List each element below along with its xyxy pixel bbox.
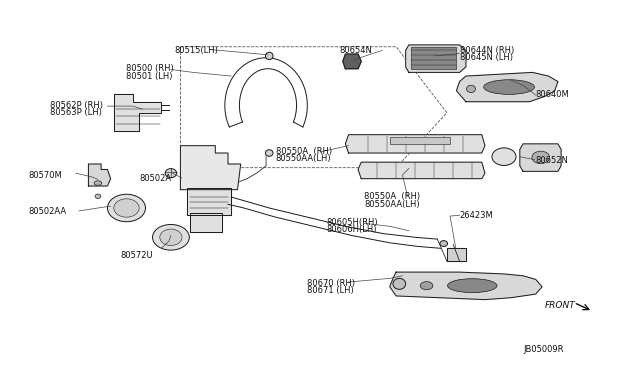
Text: 80515(LH): 80515(LH) [174,46,218,55]
Text: 80563P (LH): 80563P (LH) [51,108,102,117]
Ellipse shape [160,229,182,246]
Polygon shape [180,146,241,190]
Text: 80500 (RH): 80500 (RH) [127,64,174,73]
Polygon shape [88,164,111,186]
Polygon shape [390,272,542,299]
Polygon shape [520,144,561,171]
Text: 80644N (RH): 80644N (RH) [460,46,514,55]
Ellipse shape [152,224,189,250]
Ellipse shape [393,278,406,289]
Polygon shape [358,162,485,179]
Ellipse shape [94,181,102,185]
Ellipse shape [114,199,139,217]
Text: 80606H(LH): 80606H(LH) [326,225,377,234]
Text: 80645N (LH): 80645N (LH) [460,53,513,62]
Ellipse shape [447,279,497,293]
Polygon shape [447,248,466,261]
Polygon shape [343,54,361,69]
Text: 80605H(RH): 80605H(RH) [326,218,378,227]
Text: 80670 (RH): 80670 (RH) [307,279,355,288]
Ellipse shape [484,80,534,94]
Ellipse shape [532,151,550,164]
Text: 80550A  (RH): 80550A (RH) [276,147,332,156]
Polygon shape [190,214,221,232]
Bar [390,137,450,144]
Text: 80570M: 80570M [28,170,62,180]
Text: JB05009R: JB05009R [523,344,564,353]
Text: 80502AA: 80502AA [28,207,67,216]
Polygon shape [406,45,466,73]
Text: 80640M: 80640M [536,90,570,99]
Text: 80550AA(LH): 80550AA(LH) [364,200,420,209]
Ellipse shape [440,241,447,247]
Ellipse shape [266,52,273,60]
Text: 80572U: 80572U [120,251,153,260]
Text: 80652N: 80652N [536,156,568,165]
Ellipse shape [492,148,516,166]
Text: 80502A: 80502A [139,174,172,183]
Ellipse shape [420,282,433,290]
Text: 80562P (RH): 80562P (RH) [51,101,104,110]
Ellipse shape [95,194,100,198]
Text: FRONT: FRONT [545,301,576,310]
Polygon shape [346,135,485,153]
Ellipse shape [165,169,177,178]
Polygon shape [187,188,231,215]
Polygon shape [456,73,558,102]
Bar [411,48,456,69]
Ellipse shape [108,194,145,222]
Text: 80654N: 80654N [339,46,372,55]
Polygon shape [114,94,161,131]
Ellipse shape [266,150,273,156]
Text: 80671 (LH): 80671 (LH) [307,286,354,295]
Text: 26423M: 26423M [460,211,493,220]
Text: 80550A  (RH): 80550A (RH) [364,192,420,202]
Ellipse shape [467,85,476,93]
Text: 80550AA(LH): 80550AA(LH) [276,154,332,163]
Text: 80501 (LH): 80501 (LH) [127,71,173,81]
